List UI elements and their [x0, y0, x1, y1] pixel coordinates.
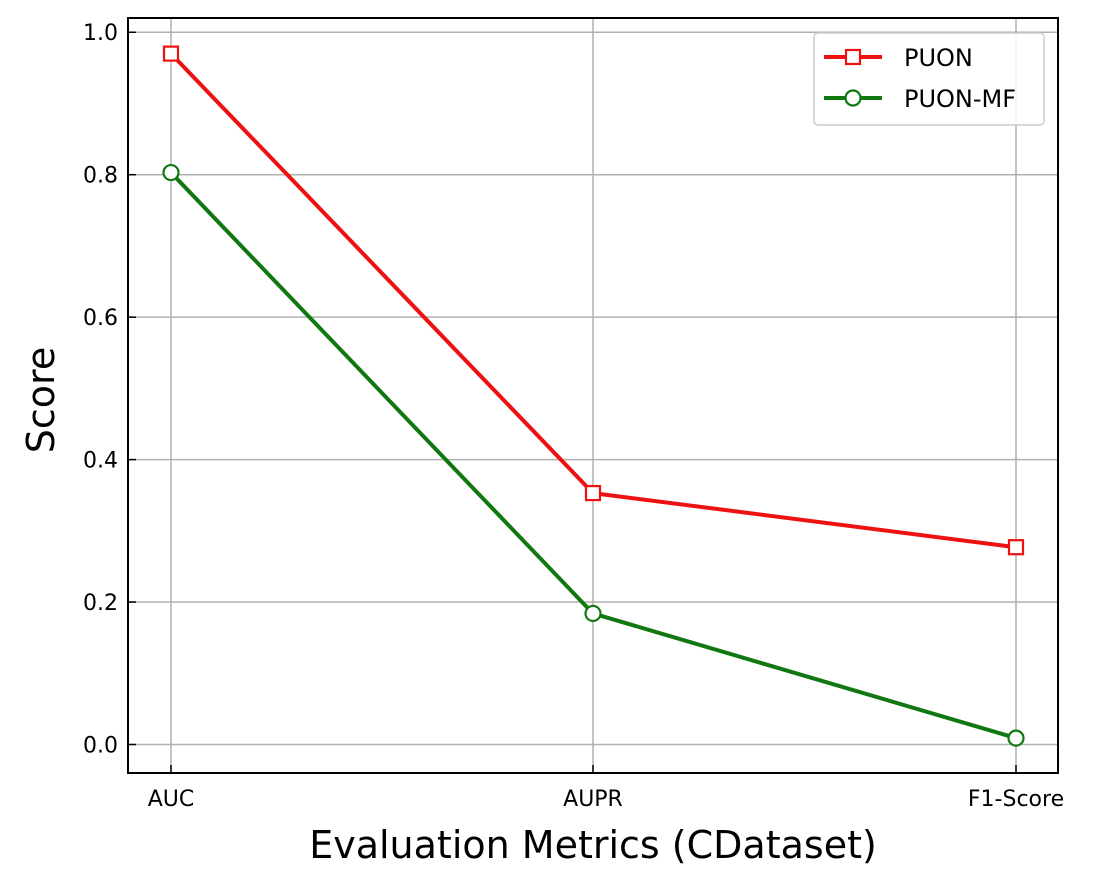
data-point-puon — [162, 45, 180, 62]
y-tick-label: 1.0 — [83, 21, 118, 46]
legend-label-puon: PUON — [904, 44, 973, 72]
x-axis-title: Evaluation Metrics (CDataset) — [309, 823, 877, 867]
data-point-puon-mf — [162, 163, 180, 182]
x-tick-label: AUC — [148, 787, 195, 812]
data-point-puon — [1007, 539, 1025, 556]
y-tick-label: 0.6 — [83, 306, 118, 331]
y-tick-label: 0.4 — [83, 449, 118, 474]
y-tick-label: 0.8 — [83, 164, 118, 189]
grid-lines — [128, 18, 1058, 773]
y-tick-label: 0.0 — [83, 734, 118, 759]
legend-marker-puon-mf — [844, 89, 862, 107]
x-tick-label: F1-Score — [968, 787, 1064, 812]
y-tick-label: 0.2 — [83, 591, 118, 616]
x-tick-label: AUPR — [563, 787, 623, 812]
data-point-puon-mf — [584, 604, 602, 623]
legend: PUON PUON-MF — [813, 32, 1045, 126]
axis-ticks: 0.0 0.2 0.4 0.6 0.8 1.0 AUC AUPR F1-Score — [83, 21, 1064, 812]
y-axis-title: Score — [19, 347, 63, 453]
plot-series — [162, 45, 1025, 747]
legend-marker-puon — [844, 48, 862, 66]
data-point-puon — [584, 484, 602, 502]
data-point-puon-mf — [1007, 729, 1025, 747]
legend-label-puon-mf: PUON-MF — [904, 85, 1016, 113]
